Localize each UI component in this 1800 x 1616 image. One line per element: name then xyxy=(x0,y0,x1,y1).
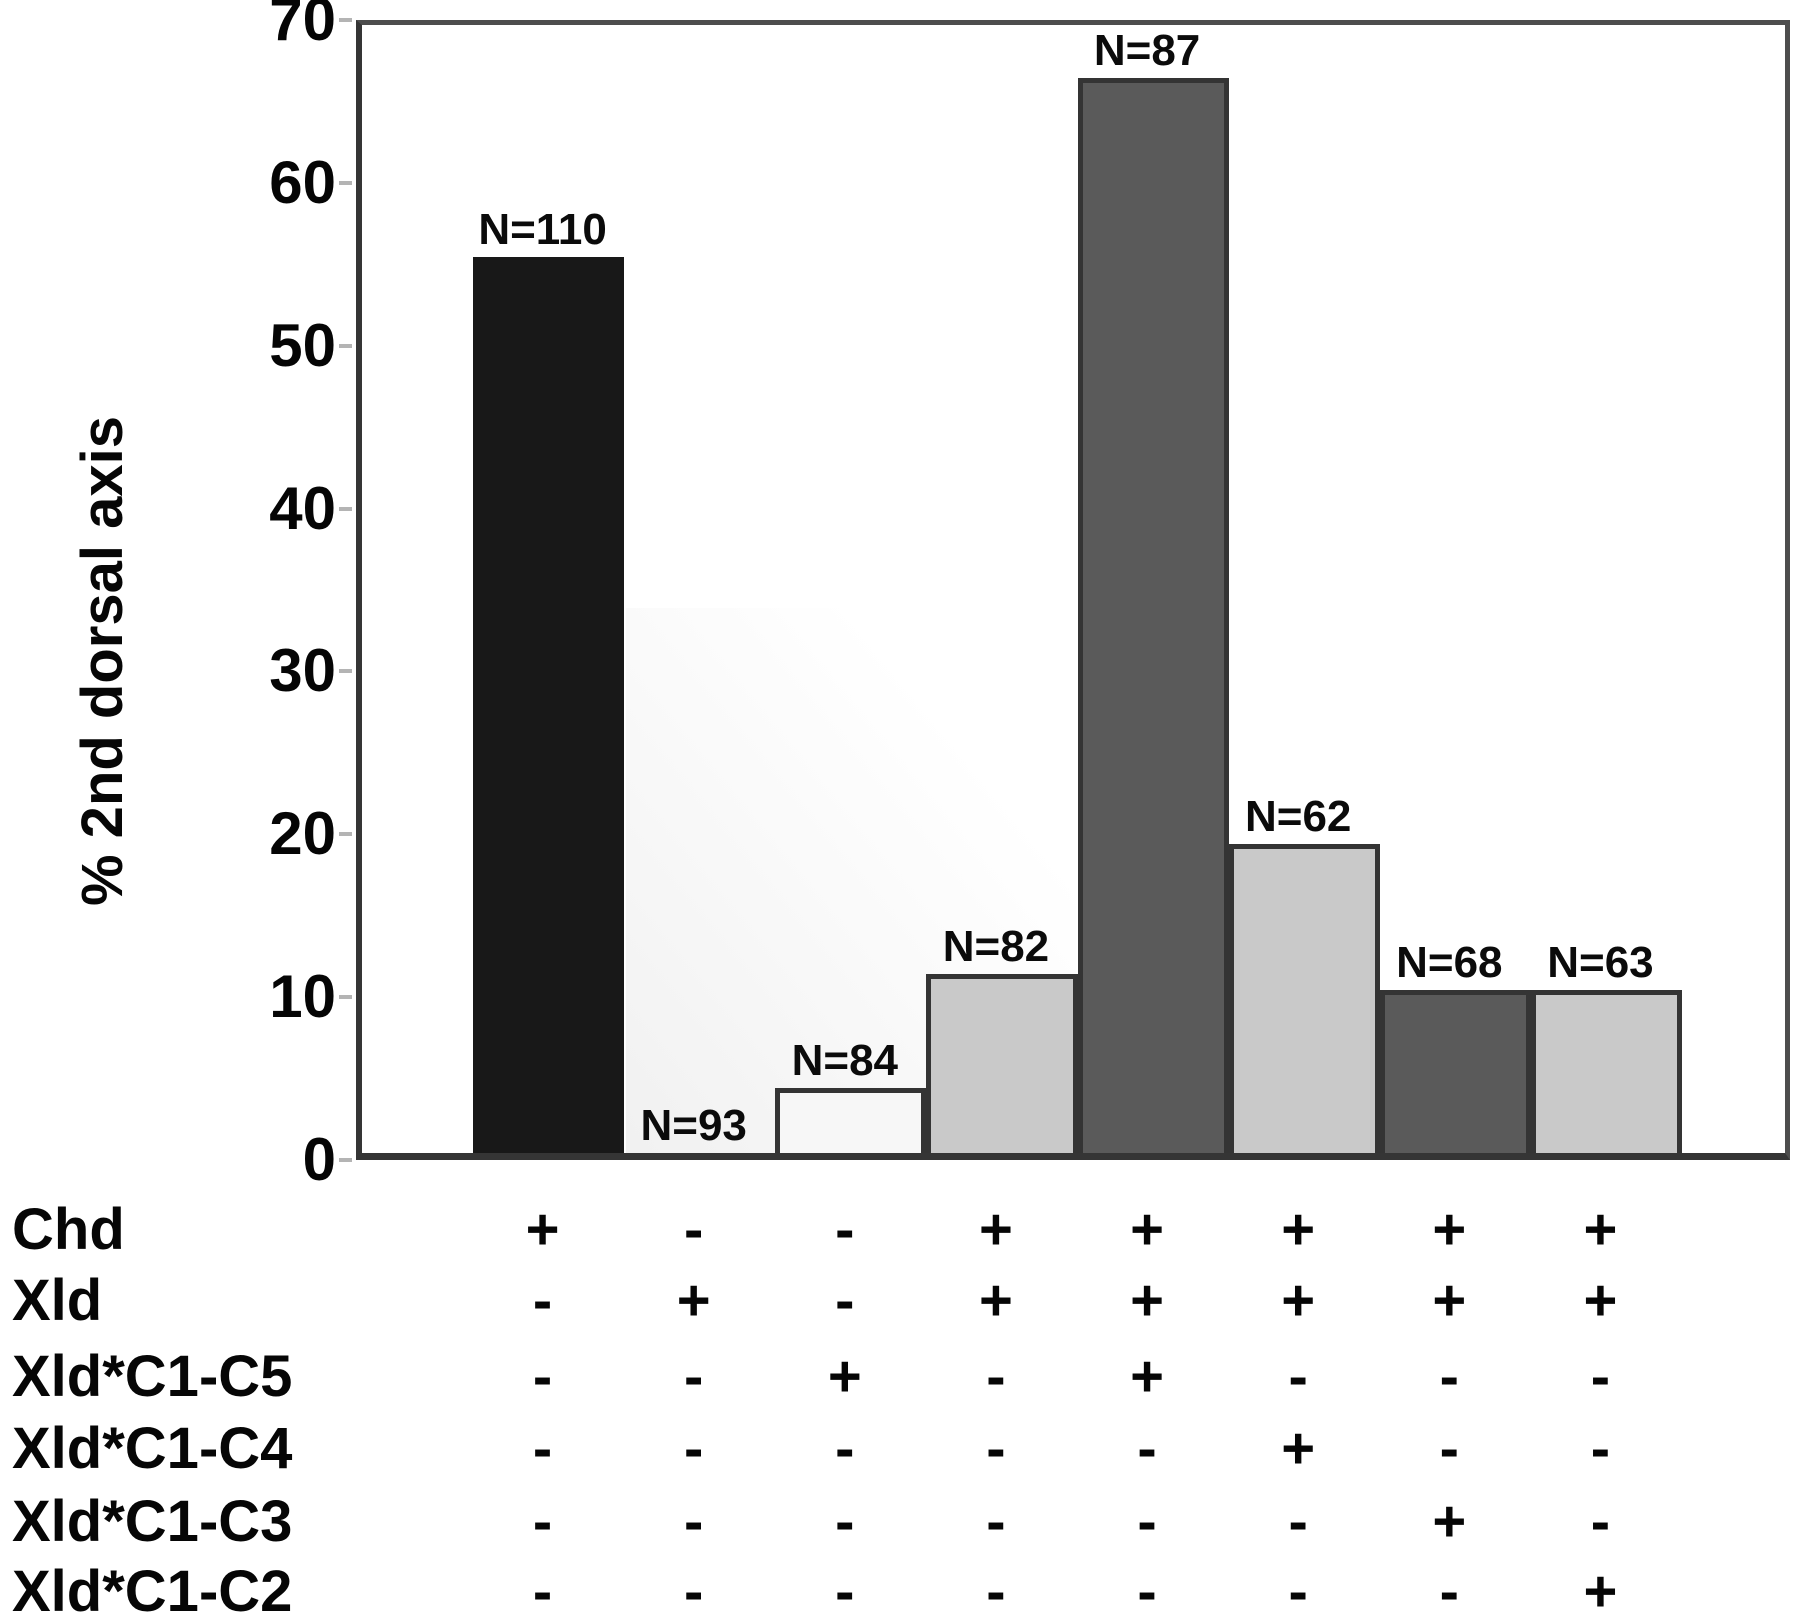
matrix-sign: - xyxy=(986,1344,1006,1409)
matrix-sign: - xyxy=(1288,1559,1308,1616)
y-tick-label: 70 xyxy=(269,0,336,53)
matrix-sign: + xyxy=(1583,1559,1618,1616)
y-tick-mark xyxy=(339,669,352,674)
matrix-sign: + xyxy=(1432,1489,1467,1554)
matrix-sign: + xyxy=(1281,1268,1316,1333)
matrix-sign: - xyxy=(1137,1559,1157,1616)
matrix-sign: - xyxy=(986,1416,1006,1481)
matrix-sign: + xyxy=(1130,1268,1164,1333)
y-tick-mark xyxy=(339,343,352,348)
matrix-sign: - xyxy=(986,1489,1006,1554)
y-tick-mark xyxy=(339,180,352,185)
matrix-sign: - xyxy=(684,1344,704,1409)
matrix-sign: + xyxy=(1281,1197,1316,1262)
matrix-sign: + xyxy=(1432,1268,1467,1333)
matrix-sign: - xyxy=(1288,1344,1308,1409)
y-tick-mark xyxy=(339,1158,352,1162)
bar-count-label: N=63 xyxy=(1547,938,1654,988)
matrix-sign: - xyxy=(532,1268,553,1333)
bar-column-4 xyxy=(926,973,1078,1153)
matrix-sign: - xyxy=(986,1559,1006,1616)
matrix-sign: + xyxy=(827,1344,862,1409)
matrix-sign: + xyxy=(676,1268,711,1333)
matrix-sign: - xyxy=(1590,1416,1611,1481)
matrix-sign: - xyxy=(1137,1489,1157,1554)
matrix-sign: + xyxy=(525,1197,560,1262)
matrix-sign: - xyxy=(1439,1344,1459,1409)
matrix-sign: - xyxy=(1590,1344,1611,1409)
matrix-row-label-chd: Chd xyxy=(12,1197,125,1262)
matrix-sign: - xyxy=(1590,1489,1611,1554)
y-tick-mark xyxy=(339,832,352,837)
matrix-sign: + xyxy=(979,1268,1013,1333)
bar-column-6 xyxy=(1228,843,1380,1153)
bar-column-1 xyxy=(473,257,625,1153)
y-tick-label: 60 xyxy=(269,148,336,216)
matrix-sign: - xyxy=(532,1489,553,1554)
matrix-sign: + xyxy=(1130,1197,1164,1262)
matrix-sign: - xyxy=(684,1197,704,1262)
matrix-sign: - xyxy=(835,1489,855,1554)
matrix-sign: - xyxy=(532,1416,553,1481)
matrix-row-label-xld: Xld xyxy=(12,1268,103,1333)
y-tick-mark xyxy=(339,995,352,1000)
matrix-sign: - xyxy=(835,1268,855,1333)
bar-column-3 xyxy=(775,1087,927,1153)
matrix-sign: - xyxy=(835,1197,855,1262)
y-tick-label: 10 xyxy=(269,963,336,1031)
bar-count-label: N=93 xyxy=(640,1101,747,1150)
bar-count-label: N=84 xyxy=(791,1035,899,1085)
matrix-row-label-xld-c1-c4: Xld*C1-C4 xyxy=(12,1416,293,1481)
matrix-row-label-xld-c1-c2: Xld*C1-C2 xyxy=(12,1559,293,1616)
y-tick-mark xyxy=(339,506,352,511)
matrix-sign: + xyxy=(1583,1268,1618,1333)
bar-count-label: N=110 xyxy=(478,205,607,255)
y-tick-label: 50 xyxy=(269,311,336,379)
y-tick-label: 40 xyxy=(269,474,336,542)
plot-inner xyxy=(362,25,1785,1153)
matrix-sign: - xyxy=(1137,1416,1157,1481)
matrix-sign: - xyxy=(684,1489,704,1554)
matrix-sign: - xyxy=(1288,1489,1308,1554)
bar-column-8 xyxy=(1530,990,1682,1153)
bar-count-label: N=68 xyxy=(1396,938,1503,988)
matrix-sign: + xyxy=(1432,1197,1467,1262)
y-axis-title: % 2nd dorsal axis xyxy=(70,416,135,906)
matrix-sign: + xyxy=(1281,1416,1316,1481)
bar-count-label: N=62 xyxy=(1244,791,1352,841)
bar-count-label: N=82 xyxy=(942,921,1050,971)
plot-area xyxy=(356,20,1790,1160)
matrix-sign: - xyxy=(532,1344,553,1409)
matrix-sign: - xyxy=(1439,1416,1459,1481)
matrix-sign: + xyxy=(979,1197,1013,1262)
y-tick-label: 30 xyxy=(269,637,336,705)
y-tick-label: 20 xyxy=(269,800,336,868)
matrix-sign: - xyxy=(835,1416,855,1481)
matrix-sign: + xyxy=(1130,1344,1164,1409)
matrix-sign: - xyxy=(684,1416,704,1481)
matrix-row-label-xld-c1-c5: Xld*C1-C5 xyxy=(12,1344,293,1409)
bar-column-5 xyxy=(1077,78,1229,1153)
matrix-sign: + xyxy=(1583,1197,1618,1262)
y-tick-mark xyxy=(339,18,352,22)
matrix-sign: - xyxy=(835,1559,855,1616)
bar-column-7 xyxy=(1379,990,1531,1153)
matrix-row-label-xld-c1-c3: Xld*C1-C3 xyxy=(12,1489,293,1554)
bar-count-label: N=87 xyxy=(1093,26,1201,76)
matrix-sign: - xyxy=(684,1559,704,1616)
matrix-sign: - xyxy=(1439,1559,1459,1616)
matrix-sign: - xyxy=(532,1559,553,1616)
y-tick-label: 0 xyxy=(302,1126,336,1193)
